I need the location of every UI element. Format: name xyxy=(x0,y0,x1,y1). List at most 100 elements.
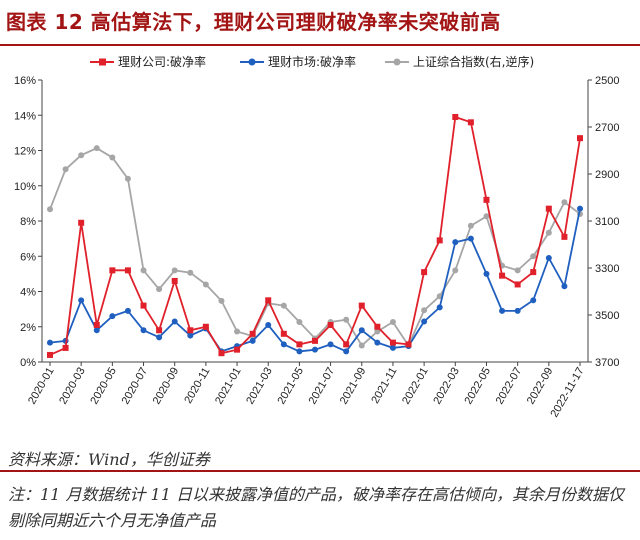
x-tick-label: 2021-11 xyxy=(369,366,399,406)
x-tick-label: 2021-09 xyxy=(338,366,369,407)
data-point xyxy=(218,297,225,304)
data-point xyxy=(389,344,396,351)
data-point xyxy=(187,327,194,334)
data-point xyxy=(93,145,100,152)
data-point xyxy=(202,323,209,330)
x-tick-label: 2022-01 xyxy=(400,366,431,407)
data-point xyxy=(312,337,318,344)
y-right-tick-label: 3100 xyxy=(595,216,619,228)
data-point xyxy=(452,239,459,246)
data-point xyxy=(109,154,116,161)
data-point xyxy=(499,272,506,279)
x-tick-label: 2020-07 xyxy=(120,366,151,407)
chart-legend: 理财公司:破净率 理财市场:破净率 上证综合指数(右,逆序) xyxy=(90,54,534,69)
data-point xyxy=(265,297,272,304)
data-point xyxy=(47,351,53,358)
y-left-tick-label: 2% xyxy=(20,322,36,334)
series-2 xyxy=(47,145,583,349)
data-point xyxy=(109,267,116,274)
y-right-tick-label: 2900 xyxy=(595,169,619,181)
data-point xyxy=(358,302,365,309)
legend-swatch-marker xyxy=(99,58,106,66)
data-point xyxy=(140,267,147,274)
data-point xyxy=(280,330,287,337)
y-left-tick-label: 10% xyxy=(14,181,36,193)
figure-title: 图表 12 高估算法下，理财公司理财破净率未突破前高 xyxy=(6,10,501,34)
data-point xyxy=(156,327,163,334)
data-point xyxy=(452,114,459,121)
data-point xyxy=(187,332,194,339)
data-point xyxy=(561,199,568,206)
y-left-tick-label: 4% xyxy=(20,287,36,299)
data-point xyxy=(109,313,116,320)
data-point xyxy=(280,341,287,348)
data-point xyxy=(545,255,552,262)
data-point xyxy=(249,337,256,344)
data-point xyxy=(483,270,490,277)
series-line xyxy=(49,115,581,356)
data-point xyxy=(530,269,537,276)
data-point xyxy=(78,219,85,226)
data-point xyxy=(483,196,490,203)
legend-label: 理财公司:破净率 xyxy=(118,54,206,69)
data-point xyxy=(312,346,318,353)
y-left-tick-label: 14% xyxy=(14,110,36,122)
legend-label: 上证综合指数(右,逆序) xyxy=(413,54,534,69)
y-left-tick-label: 0% xyxy=(20,357,36,369)
data-point xyxy=(514,307,521,314)
line-chart: 理财公司:破净率 理财市场:破净率 上证综合指数(右,逆序) 0% 2% 4% 6% 8% 1… xyxy=(14,54,620,420)
y-right-tick-label: 3700 xyxy=(595,357,619,369)
data-point xyxy=(358,327,365,334)
data-point xyxy=(78,297,85,304)
note-text: 注：11 月数据统计 11 日以来披露净值的产品，破净率存在高估倾向，其余月份数… xyxy=(8,485,624,530)
data-point xyxy=(514,281,521,288)
y-left-tick-label: 16% xyxy=(14,75,36,87)
data-point xyxy=(389,319,396,326)
legend-item-0: 理财公司:破净率 xyxy=(90,54,206,69)
data-point xyxy=(467,235,474,242)
data-point xyxy=(202,281,209,288)
data-point xyxy=(374,339,381,346)
data-point xyxy=(296,341,303,348)
data-point xyxy=(436,304,443,311)
data-point xyxy=(467,119,474,126)
data-point xyxy=(545,205,552,212)
legend-swatch-marker xyxy=(393,58,401,66)
y-right-tick-label: 3300 xyxy=(595,263,619,275)
x-tick-label: 2021-05 xyxy=(275,366,306,407)
legend-swatch-marker xyxy=(248,58,256,66)
data-point xyxy=(343,348,350,355)
data-point xyxy=(78,152,85,159)
data-point xyxy=(234,328,241,335)
data-point xyxy=(62,344,69,351)
legend-label: 理财市场:破净率 xyxy=(268,54,356,69)
x-tick-label: 2022-09 xyxy=(525,366,556,407)
data-point xyxy=(514,267,521,274)
figure-header: 图表 12 高估算法下，理财公司理财破净率未突破前高 xyxy=(0,0,640,46)
data-point xyxy=(343,316,350,323)
data-point xyxy=(499,307,506,314)
x-tick-label: 2020-11 xyxy=(182,366,212,406)
data-point xyxy=(421,307,428,314)
data-point xyxy=(234,346,241,353)
x-tick-label: 2021-07 xyxy=(307,366,338,407)
data-point xyxy=(296,319,303,326)
data-point xyxy=(452,267,459,274)
data-point xyxy=(171,267,178,274)
data-point xyxy=(296,348,303,355)
data-point xyxy=(421,269,428,276)
y-left-tick-label: 6% xyxy=(20,251,36,263)
series-1 xyxy=(47,205,583,355)
data-point xyxy=(124,307,131,314)
note-block: 注：11 月数据统计 11 日以来披露净值的产品，破净率存在高估倾向，其余月份数… xyxy=(0,478,640,540)
y-left-tick-label: 12% xyxy=(14,146,36,158)
chart-plot-area xyxy=(47,114,583,358)
data-point xyxy=(405,341,412,348)
y-right-tick-label: 2700 xyxy=(595,122,619,134)
data-point xyxy=(467,222,474,229)
legend-item-2: 上证综合指数(右,逆序) xyxy=(385,54,534,69)
data-point xyxy=(530,297,537,304)
data-point xyxy=(93,321,100,328)
chart-axes: 0% 2% 4% 6% 8% 10% 12% 14% 16% 2500 2700 2900 3100 33… xyxy=(14,75,620,420)
x-tick-label: 2021-01 xyxy=(213,366,244,407)
